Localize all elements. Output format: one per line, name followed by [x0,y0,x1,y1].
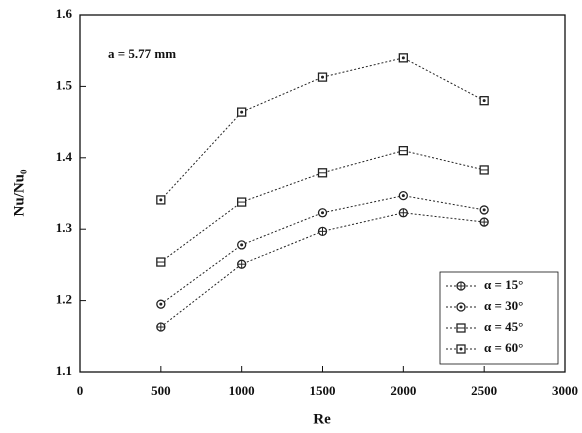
marker-part [482,208,486,212]
marker-part [159,302,163,306]
marker [398,146,408,156]
marker [398,53,408,63]
x-tick-label: 500 [151,383,171,398]
marker-part [401,194,405,198]
x-tick-label: 3000 [552,383,578,398]
legend-marker [456,323,466,333]
legend-marker [456,281,466,291]
marker [317,72,328,82]
marker-part [459,305,463,309]
marker [317,208,328,218]
marker [479,217,489,227]
marker [237,197,247,207]
x-tick-label: 1500 [310,383,336,398]
marker-part [321,75,324,79]
y-axis-label: Nu/Nu₀ [11,169,27,217]
legend-marker [456,302,466,312]
x-tick-label: 0 [77,383,84,398]
legend-label: α = 45° [484,319,523,334]
annotation: a = 5.77 mm [108,46,176,61]
marker [317,168,328,178]
marker [479,205,489,215]
marker [156,322,166,332]
marker-part [159,198,163,202]
marker-part [321,211,324,215]
legend-label: α = 60° [484,340,523,355]
marker [156,299,166,309]
marker-part [401,56,405,60]
marker [398,190,408,201]
y-tick-label: 1.5 [56,77,73,92]
marker [156,257,166,267]
marker [237,107,247,117]
y-tick-label: 1.2 [56,292,72,307]
legend-label: α = 15° [484,277,523,292]
marker-part [240,243,244,247]
x-tick-label: 2500 [471,383,497,398]
series-line [160,57,485,201]
series-line [160,195,485,305]
legend-marker [456,344,466,354]
x-tick-label: 1000 [229,383,255,398]
marker [237,259,247,269]
y-tick-label: 1.1 [56,363,72,378]
marker-part [482,99,486,103]
legend-label: α = 30° [484,298,523,313]
y-tick-label: 1.3 [56,220,73,235]
series-line [160,150,485,263]
x-tick-label: 2000 [390,383,416,398]
x-axis-label: Re [313,411,331,427]
marker-part [240,110,244,114]
marker [156,195,166,205]
y-tick-label: 1.6 [56,6,73,21]
y-tick-label: 1.4 [56,149,73,164]
marker [479,96,489,106]
marker [398,208,408,218]
marker-part [459,347,463,351]
marker [479,165,489,175]
marker [237,240,247,250]
marker [317,226,328,236]
